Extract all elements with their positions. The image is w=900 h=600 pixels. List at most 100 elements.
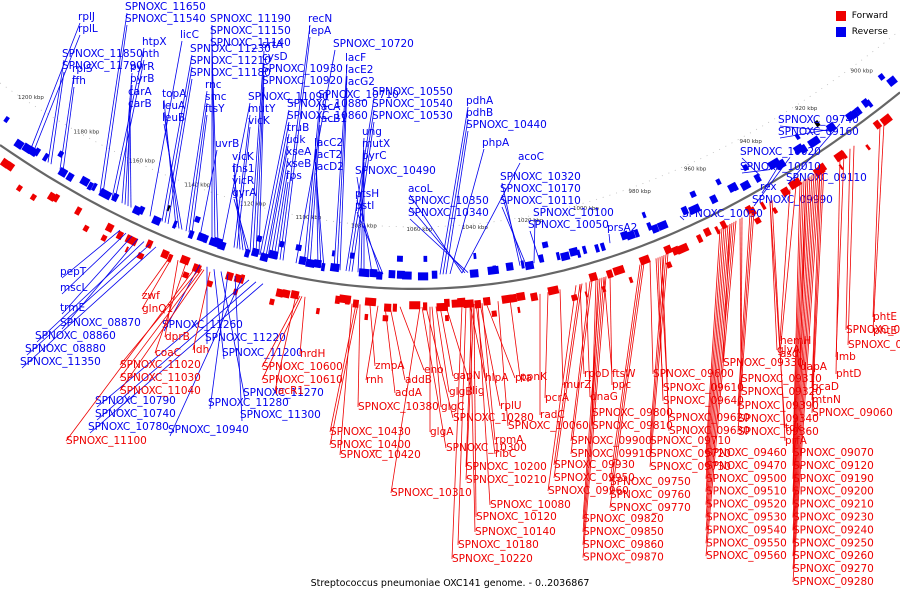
- forward-gene-label[interactable]: asd: [779, 185, 799, 360]
- forward-gene[interactable]: [115, 230, 125, 241]
- forward-gene[interactable]: [491, 310, 498, 317]
- forward-gene[interactable]: [516, 291, 526, 302]
- reverse-gene[interactable]: [524, 260, 535, 271]
- forward-gene[interactable]: [15, 184, 24, 192]
- reverse-gene-label[interactable]: xseA: [270, 146, 312, 258]
- reverse-gene-label[interactable]: SPNOXC_09740: [778, 114, 859, 132]
- forward-gene-label[interactable]: SPNOXC_09230: [792, 176, 874, 524]
- reverse-gene[interactable]: [689, 190, 697, 199]
- reverse-gene[interactable]: [57, 150, 65, 158]
- forward-gene[interactable]: [547, 285, 560, 296]
- forward-gene[interactable]: [612, 264, 626, 276]
- reverse-gene[interactable]: [151, 215, 162, 226]
- reverse-gene[interactable]: [65, 172, 75, 183]
- forward-gene[interactable]: [124, 246, 130, 253]
- forward-gene[interactable]: [124, 234, 139, 247]
- reverse-gene-label[interactable]: acoC: [461, 151, 544, 274]
- forward-gene-label[interactable]: SPNOXC_10600: [261, 295, 343, 373]
- reverse-gene[interactable]: [259, 252, 269, 263]
- reverse-gene[interactable]: [298, 255, 307, 266]
- reverse-gene-label[interactable]: SPNOXC_10110: [500, 195, 581, 265]
- reverse-gene-label[interactable]: phpA: [449, 137, 510, 275]
- forward-gene[interactable]: [879, 113, 893, 127]
- reverse-gene-label[interactable]: carB: [128, 98, 152, 208]
- forward-gene-label[interactable]: SPNOXC_09630: [661, 255, 750, 437]
- forward-gene[interactable]: [702, 227, 712, 237]
- forward-gene[interactable]: [100, 234, 108, 242]
- reverse-gene[interactable]: [98, 187, 113, 201]
- forward-gene[interactable]: [4, 161, 16, 172]
- reverse-gene-label[interactable]: rplL: [32, 23, 98, 154]
- forward-gene[interactable]: [364, 313, 369, 321]
- reverse-gene-label[interactable]: SPNOXC_10710: [303, 89, 399, 265]
- forward-gene-label[interactable]: SPNOXC_09870: [582, 276, 664, 564]
- forward-gene[interactable]: [224, 271, 235, 282]
- forward-gene-label[interactable]: gapN: [439, 306, 481, 382]
- reverse-gene-label[interactable]: lepA: [282, 25, 332, 261]
- reverse-gene[interactable]: [560, 251, 571, 262]
- reverse-gene[interactable]: [331, 250, 335, 257]
- forward-gene[interactable]: [392, 303, 398, 312]
- reverse-gene-label[interactable]: leuB: [162, 112, 185, 230]
- forward-gene-label[interactable]: rnh: [365, 305, 383, 386]
- reverse-gene[interactable]: [656, 219, 669, 231]
- reverse-gene[interactable]: [650, 223, 660, 234]
- forward-gene-label[interactable]: SPNOXC_09550: [705, 221, 787, 549]
- reverse-gene-label[interactable]: SPNOXC_11180: [167, 67, 271, 225]
- forward-gene-label[interactable]: hlpA: [469, 304, 509, 384]
- reverse-gene-label[interactable]: pyrC: [362, 150, 387, 273]
- forward-gene-label[interactable]: SPNOXC_09120: [792, 181, 874, 472]
- reverse-gene-label[interactable]: SPNOXC_11140: [210, 37, 291, 243]
- reverse-gene-label[interactable]: SPNOXC_10020: [740, 146, 821, 176]
- reverse-gene[interactable]: [267, 249, 279, 260]
- forward-gene-label[interactable]: SPNOXC_09580: [847, 145, 900, 351]
- reverse-gene[interactable]: [767, 157, 782, 171]
- reverse-gene-label[interactable]: mutY: [233, 103, 276, 248]
- forward-gene-label[interactable]: SPNOXC_09460: [705, 229, 787, 459]
- forward-gene[interactable]: [511, 293, 518, 303]
- reverse-gene[interactable]: [555, 251, 561, 261]
- forward-gene-label[interactable]: SPNOXC_09240: [792, 175, 874, 536]
- reverse-gene[interactable]: [886, 75, 898, 88]
- reverse-gene-label[interactable]: pepT: [60, 229, 121, 279]
- forward-gene-label[interactable]: glgB: [435, 306, 472, 398]
- reverse-gene[interactable]: [243, 248, 251, 258]
- reverse-gene-label[interactable]: SPNOXC_11270: [220, 271, 324, 400]
- reverse-gene-label[interactable]: trmE: [60, 235, 133, 315]
- reverse-gene-label[interactable]: SPNOXC_10030: [679, 208, 763, 221]
- forward-gene-label[interactable]: SPNOXC_10310: [390, 306, 472, 499]
- forward-gene-label[interactable]: glyA: [769, 201, 801, 356]
- reverse-gene-label[interactable]: udk: [267, 134, 306, 257]
- reverse-gene-label[interactable]: lacE2: [336, 64, 373, 270]
- forward-gene[interactable]: [675, 242, 690, 255]
- reverse-gene[interactable]: [581, 245, 588, 255]
- reverse-gene-label[interactable]: SPNOXC_11790: [50, 60, 143, 165]
- forward-gene-label[interactable]: SPNOXC_10060: [497, 301, 589, 432]
- forward-gene-label[interactable]: dnaG: [585, 282, 618, 403]
- forward-gene[interactable]: [181, 271, 190, 279]
- reverse-gene[interactable]: [492, 265, 497, 274]
- reverse-gene[interactable]: [369, 268, 378, 278]
- reverse-gene-label[interactable]: SPNOXC_10550: [345, 86, 453, 272]
- forward-gene-label[interactable]: SPNOXC_10420: [339, 303, 421, 461]
- reverse-gene-label[interactable]: pyrR: [121, 61, 155, 204]
- forward-gene-label[interactable]: SPNOXC_09470: [705, 228, 787, 472]
- reverse-gene-label[interactable]: SPNOXC_10100: [533, 207, 614, 264]
- forward-gene-label[interactable]: SPNOXC_09770: [609, 263, 691, 514]
- reverse-gene[interactable]: [807, 135, 822, 149]
- reverse-gene[interactable]: [753, 173, 762, 184]
- forward-gene[interactable]: [638, 254, 651, 266]
- forward-gene-label[interactable]: SPNOXC_11040: [119, 269, 205, 397]
- reverse-gene[interactable]: [469, 269, 479, 278]
- forward-gene-label[interactable]: zmpA: [369, 305, 405, 372]
- reverse-gene-label[interactable]: truB: [265, 122, 309, 257]
- reverse-gene[interactable]: [739, 179, 752, 192]
- forward-gene[interactable]: [29, 193, 38, 202]
- reverse-gene[interactable]: [877, 72, 886, 81]
- forward-gene[interactable]: [601, 285, 607, 293]
- forward-gene-label[interactable]: gcaD: [811, 169, 839, 393]
- reverse-gene[interactable]: [171, 220, 178, 229]
- forward-gene-label[interactable]: SPNOXC_10220: [451, 305, 533, 565]
- forward-gene[interactable]: [482, 296, 491, 306]
- forward-gene[interactable]: [748, 206, 758, 216]
